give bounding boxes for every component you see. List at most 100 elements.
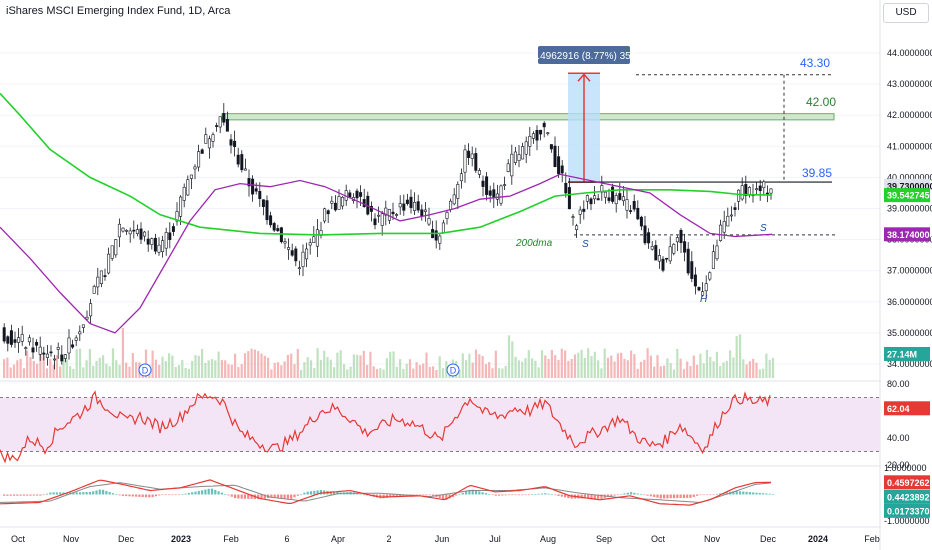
time-tick-label: 6 [284,534,289,544]
macd-histogram-bar [531,494,534,495]
volume-bar [560,348,563,378]
price-tick-label: 34.0000000 [887,359,932,369]
macd-histogram-bar [164,494,167,496]
time-tick-label: Jul [489,534,501,544]
currency-button[interactable]: USD [883,3,929,23]
volume-bar [603,348,606,378]
candle-body [434,230,438,241]
macd-histogram-bar [600,494,603,499]
volume-bar [16,360,19,378]
macd-histogram-bar [237,494,240,499]
volume-bar [125,362,128,378]
measure-arrow-head [577,73,591,82]
candle-body [56,347,60,350]
volume-bar [630,350,633,378]
candle-body [218,116,222,128]
macd-histogram-bar [504,494,507,496]
macd-histogram-bar [389,494,392,498]
candle-body [456,184,460,199]
volume-bar [313,368,316,378]
candle-body [373,218,377,226]
macd-histogram-bar [755,492,758,495]
volume-bar [465,360,468,378]
candle-body [153,237,157,252]
volume-bar [521,361,524,378]
volume-bar [554,355,557,378]
volume-bar [52,364,55,378]
candle-body [769,188,773,194]
candle-body [686,248,690,274]
volume-bar [722,362,725,378]
volume-bar [765,353,768,378]
candle-body [758,185,762,192]
macd-histogram-bar [471,489,474,495]
macd-histogram-bar [300,494,303,495]
volume-bar [303,362,306,378]
volume-bar [309,360,313,378]
macd-histogram-bar [735,490,738,495]
macd-histogram-bar [260,494,263,500]
macd-histogram-bar [379,494,382,499]
macd-histogram-bar [527,494,530,496]
candle-body [459,173,463,182]
candle-body [114,239,118,256]
macd-tag-box [884,475,930,490]
candle-body [233,140,237,147]
volume-bar [428,366,431,378]
volume-bar [45,368,49,378]
time-axis[interactable]: Oct Nov Dec 2023 Feb 6 Apr 2 Jun Jul Aug Sep Oct Nov D… [11,534,880,544]
price-axis[interactable]: 44.0000000 43.0000000 42.0000000 41.0000000… [881,0,932,550]
volume-bar [768,359,771,378]
macd-histogram-bar [557,494,560,496]
volume-bar [326,357,329,378]
candle-body [499,185,503,204]
macd-histogram-bar [544,493,547,495]
rsi-tag: 62.04 [884,401,930,416]
macd-histogram-bar [768,493,771,495]
volume-bar [682,369,685,378]
macd-histogram-bar [517,494,520,496]
volume-bar [491,368,494,378]
volume-bar [177,365,181,378]
candle-body [420,209,424,217]
rsi-pane[interactable] [0,390,880,464]
candle-body [247,178,251,187]
volume-bar [382,369,385,378]
volume-bar [471,362,474,378]
volume-bar [92,365,95,378]
volume-bar [441,368,445,378]
candle-body [553,145,557,167]
volume-bar [481,355,484,378]
macd-pane[interactable] [0,479,775,506]
macd-histogram-bar [115,494,118,495]
macd-histogram-bar [689,494,692,498]
macd-histogram-bar [197,490,200,495]
price-tick-label: 41.0000000 [887,141,932,151]
time-tick-label: Feb [223,534,239,544]
candle-body [589,198,593,205]
candle-body [301,251,305,267]
volume-bar [758,369,761,378]
candle-body [117,223,121,238]
macd-histogram-bar [425,494,428,496]
candle-body [740,185,744,200]
volume-bar [240,364,243,378]
candle-body [85,316,89,320]
candle-body [290,250,294,256]
volume-bar [570,359,573,378]
macd-histogram-bar [174,494,177,496]
candle-body [128,230,132,235]
time-tick-label: Nov [63,534,80,544]
volume-bar [672,369,676,378]
macd-histogram-bar [514,494,517,496]
macd-histogram-bar [121,494,124,496]
candle-body [92,286,96,294]
price-tick-label: 39.0000000 [887,204,932,214]
candle-body [693,274,697,287]
macd-histogram-bar [187,492,190,495]
macd-histogram-bar [630,492,633,495]
macd-histogram-bar [653,494,656,498]
